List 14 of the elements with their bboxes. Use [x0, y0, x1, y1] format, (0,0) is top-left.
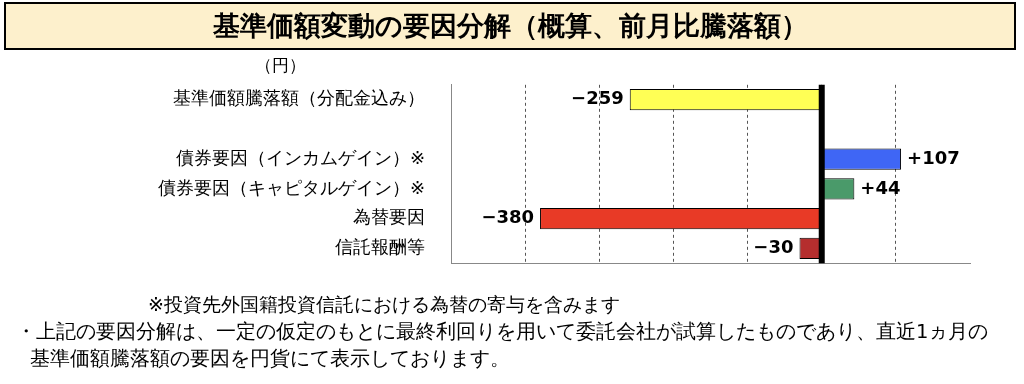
chart-title: 基準価額変動の要因分解（概算、前月比騰落額） — [4, 2, 1016, 50]
y-tick-label: 債券要因（キャピタルゲイン）※ — [157, 176, 426, 198]
text: ※投資先外国籍投資信託における為替の寄与を含みます — [148, 292, 620, 317]
data-label: +44 — [860, 176, 901, 198]
data-label: −380 — [481, 206, 535, 228]
y-tick-label: 債券要因（インカムゲイン）※ — [175, 146, 426, 168]
data-label: −259 — [571, 87, 624, 109]
y-tick-label: 基準価額騰落額（分配金込み） — [173, 87, 426, 109]
y-tick-label: 為替要因 — [353, 206, 426, 228]
text: （円） — [255, 54, 306, 77]
y-tick-label: 信託報酬等 — [335, 236, 426, 258]
data-label: −30 — [753, 236, 794, 258]
data-label: +107 — [907, 146, 960, 168]
text: ・上記の要因分解は、一定の仮定のもとに最終利回りを用いて委託会社が試算したものであり、直近1ヵ月の基準価額騰落額の要因を円貨にて表示しております。 — [15, 319, 990, 372]
